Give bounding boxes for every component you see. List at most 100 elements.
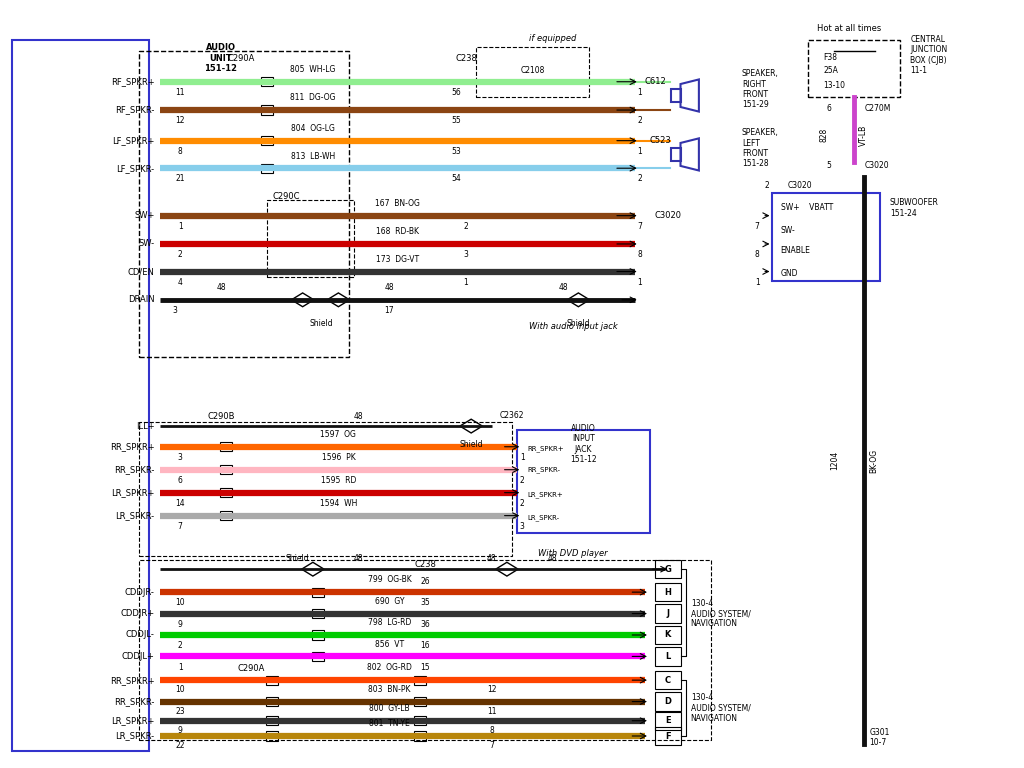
Text: RR_SPKR+: RR_SPKR+ xyxy=(527,445,564,452)
Text: 168  RD-BK: 168 RD-BK xyxy=(376,227,419,237)
Text: 56: 56 xyxy=(451,88,461,97)
Text: Shield: Shield xyxy=(566,319,590,328)
Text: CDDJL-: CDDJL- xyxy=(126,631,155,640)
Text: LR_SPKR+: LR_SPKR+ xyxy=(112,488,155,497)
Text: C3020: C3020 xyxy=(655,211,682,220)
Text: LR_SPKR+: LR_SPKR+ xyxy=(527,492,563,498)
Text: Shield: Shield xyxy=(460,440,483,449)
Text: H: H xyxy=(665,588,671,597)
Text: 1: 1 xyxy=(520,453,524,462)
Text: 804  OG-LG: 804 OG-LG xyxy=(291,124,335,133)
Text: SW+: SW+ xyxy=(134,211,155,220)
Text: LF_SPKR-: LF_SPKR- xyxy=(117,164,155,173)
Text: SW-: SW- xyxy=(780,227,796,236)
Text: 6: 6 xyxy=(178,476,182,485)
Text: RR_SPKR-: RR_SPKR- xyxy=(527,466,560,473)
Text: 811  DG-OG: 811 DG-OG xyxy=(290,94,336,102)
Text: 14: 14 xyxy=(175,498,185,508)
Text: C290C: C290C xyxy=(272,192,299,201)
Text: 3: 3 xyxy=(520,521,524,531)
Text: 25A: 25A xyxy=(823,66,839,74)
Text: 801  TN-YE: 801 TN-YE xyxy=(369,720,410,728)
Text: 3: 3 xyxy=(173,306,177,315)
Text: 7: 7 xyxy=(178,521,182,531)
Text: 48: 48 xyxy=(354,412,364,421)
Text: C290B: C290B xyxy=(207,412,234,421)
Text: 7: 7 xyxy=(637,222,642,230)
Text: 1: 1 xyxy=(178,663,182,671)
Text: RF_SPKR+: RF_SPKR+ xyxy=(111,78,155,86)
Text: 26: 26 xyxy=(421,577,430,586)
Text: 8: 8 xyxy=(755,250,760,259)
Text: Shield: Shield xyxy=(286,554,309,563)
Text: 800  GY-LB: 800 GY-LB xyxy=(369,704,410,713)
Text: SUBWOOFER
151-24: SUBWOOFER 151-24 xyxy=(890,198,939,217)
Text: 7: 7 xyxy=(489,741,494,750)
Text: 48: 48 xyxy=(216,283,225,292)
Text: CD/EN: CD/EN xyxy=(128,267,155,276)
Text: L: L xyxy=(666,652,671,661)
Text: LR_SPKR-: LR_SPKR- xyxy=(116,511,155,520)
Text: C290A: C290A xyxy=(238,664,265,674)
Text: CDDJR-: CDDJR- xyxy=(125,588,155,597)
Text: 11: 11 xyxy=(486,707,497,716)
Text: RR_SPKR-: RR_SPKR- xyxy=(115,465,155,474)
Text: 802  OG-RD: 802 OG-RD xyxy=(367,664,412,673)
Text: AUDIO
INPUT
JACK
151-12: AUDIO INPUT JACK 151-12 xyxy=(570,424,597,464)
Text: 36: 36 xyxy=(420,620,430,629)
Text: 130-4
AUDIO SYSTEM/
NAVIGATION: 130-4 AUDIO SYSTEM/ NAVIGATION xyxy=(691,599,751,628)
Text: 1597  OG: 1597 OG xyxy=(321,430,356,439)
Text: 2: 2 xyxy=(178,641,182,650)
Text: F38: F38 xyxy=(823,53,838,61)
Text: G: G xyxy=(665,564,671,574)
Text: 1: 1 xyxy=(637,278,642,286)
Text: 1: 1 xyxy=(464,278,468,286)
Text: ILL+: ILL+ xyxy=(136,422,155,431)
Text: 173  DG-VT: 173 DG-VT xyxy=(376,255,419,264)
Text: 1: 1 xyxy=(178,222,182,230)
Text: 805  WH-LG: 805 WH-LG xyxy=(290,65,336,74)
Text: SW-: SW- xyxy=(138,240,155,249)
Text: C2108: C2108 xyxy=(520,66,545,74)
Text: 803  BN-PK: 803 BN-PK xyxy=(369,685,411,694)
Text: 2: 2 xyxy=(464,222,468,230)
Text: 1: 1 xyxy=(755,278,760,286)
Text: 48: 48 xyxy=(558,283,568,292)
Text: 2: 2 xyxy=(637,174,642,184)
Text: Hot at all times: Hot at all times xyxy=(817,24,881,33)
Text: 3: 3 xyxy=(178,453,182,462)
Text: 35: 35 xyxy=(420,598,430,607)
Text: 9: 9 xyxy=(178,726,182,735)
Text: 2: 2 xyxy=(765,180,770,190)
Text: F: F xyxy=(665,731,671,740)
Text: C2362: C2362 xyxy=(500,411,524,420)
Text: 856  VT: 856 VT xyxy=(375,640,404,649)
Text: SPEAKER,
LEFT
FRONT
151-28: SPEAKER, LEFT FRONT 151-28 xyxy=(741,128,778,168)
Text: 17: 17 xyxy=(385,306,394,315)
Text: 2: 2 xyxy=(637,116,642,125)
Text: 23: 23 xyxy=(175,707,185,716)
Text: ENABLE: ENABLE xyxy=(780,246,810,254)
Text: LR_SPKR-: LR_SPKR- xyxy=(527,515,559,521)
Text: 2: 2 xyxy=(178,250,182,259)
Text: 1: 1 xyxy=(637,147,642,156)
Text: C270M: C270M xyxy=(864,104,891,113)
Text: 13-10: 13-10 xyxy=(823,81,846,90)
Text: RR_SPKR-: RR_SPKR- xyxy=(115,697,155,706)
Text: 828: 828 xyxy=(819,128,828,142)
Text: 48: 48 xyxy=(548,554,558,563)
Text: RR_SPKR+: RR_SPKR+ xyxy=(110,442,155,452)
Text: 48: 48 xyxy=(354,554,364,563)
Text: 6: 6 xyxy=(826,104,831,113)
Text: 1595  RD: 1595 RD xyxy=(321,476,356,485)
Text: SPEAKER,
RIGHT
FRONT
151-29: SPEAKER, RIGHT FRONT 151-29 xyxy=(741,69,778,110)
Text: E: E xyxy=(665,717,671,725)
Text: LF_SPKR+: LF_SPKR+ xyxy=(113,136,155,145)
Text: GND: GND xyxy=(780,269,798,277)
Text: 12: 12 xyxy=(175,116,185,125)
Text: LR_SPKR+: LR_SPKR+ xyxy=(112,717,155,725)
Text: 48: 48 xyxy=(385,283,394,292)
Text: CENTRAL
JUNCTION
BOX (CJB)
11-1: CENTRAL JUNCTION BOX (CJB) 11-1 xyxy=(910,35,947,75)
Text: 10: 10 xyxy=(175,598,185,607)
Text: 130-4
AUDIO SYSTEM/
NAVIGATION: 130-4 AUDIO SYSTEM/ NAVIGATION xyxy=(691,693,751,723)
